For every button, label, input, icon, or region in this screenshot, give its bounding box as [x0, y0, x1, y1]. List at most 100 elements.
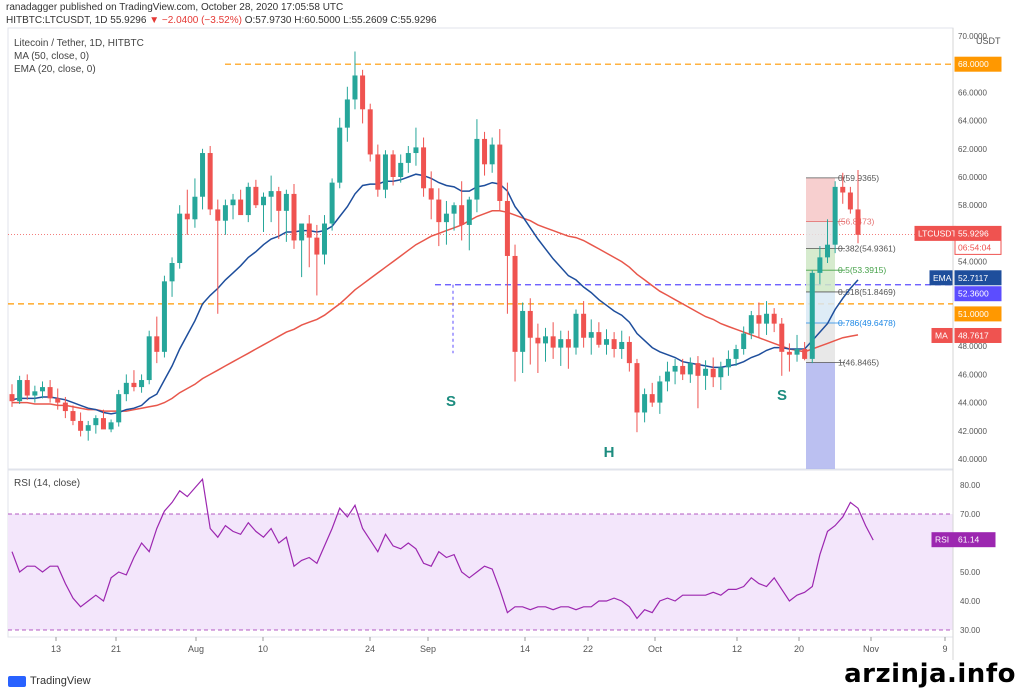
candle-body [62, 402, 68, 412]
tag-ema-value-text: 52.7117 [958, 273, 988, 283]
publish-line: ranadagger published on TradingView.com,… [6, 2, 344, 13]
pattern-label-0: S [446, 393, 456, 410]
candle-body [771, 313, 777, 324]
candle-body [466, 199, 472, 225]
candle-body [550, 336, 556, 348]
chart-header: ranadagger published on TradingView.com,… [6, 1, 437, 27]
candle-body [192, 196, 198, 220]
candle-body [230, 199, 236, 206]
y-tick-label: 42.0000 [958, 427, 987, 436]
candle-body [482, 138, 488, 165]
ohlc-values: O:57.9730 H:60.5000 L:55.2609 C:55.9296 [244, 15, 437, 26]
indicator-legend: Litecoin / Tether, 1D, HITBTC MA (50, cl… [14, 37, 144, 76]
candle-body [291, 193, 297, 241]
candle-body [428, 188, 434, 200]
candle-body [596, 332, 602, 345]
candle-body [825, 244, 831, 258]
candle-body [565, 339, 571, 348]
candle-body [222, 205, 228, 221]
candle-body [725, 358, 731, 368]
candle-body [741, 333, 747, 350]
candle-body [588, 332, 594, 338]
legend-ma[interactable]: MA (50, close, 0) [14, 51, 90, 62]
candle-body [108, 422, 114, 430]
tag-ma-value-box [954, 327, 1002, 343]
candle-body [200, 153, 206, 197]
candle-body [443, 213, 449, 223]
fib-level-label: 0.618(51.8469) [838, 287, 896, 297]
candle-body [512, 255, 518, 352]
candle-body [93, 418, 99, 426]
y-tick-label: 60.0000 [958, 173, 987, 182]
candle-body [489, 144, 495, 165]
y-tick-label: 54.0000 [958, 258, 987, 267]
tag-ema-label-box [929, 270, 953, 286]
tag-rsi-value-box [954, 532, 996, 548]
candle-body [527, 310, 533, 338]
candle-body [367, 109, 373, 155]
tradingview-logo[interactable]: TradingView [8, 675, 91, 687]
candle-body [360, 75, 366, 110]
x-tick-label: 13 [51, 644, 61, 654]
x-tick-label: 24 [365, 644, 375, 654]
candle-body [634, 363, 640, 413]
candle-body [154, 336, 160, 352]
candle-body [855, 209, 861, 235]
candle-body [802, 349, 808, 359]
candle-body [794, 349, 800, 355]
x-tick-label: 14 [520, 644, 530, 654]
candle-body [375, 154, 381, 190]
candle-body [680, 365, 686, 375]
rsi-tick-label: 50.00 [960, 568, 981, 577]
legend-title[interactable]: Litecoin / Tether, 1D, HITBTC [14, 38, 144, 49]
candle-body [672, 365, 678, 372]
candle-body [619, 341, 625, 350]
tag-countdown-text: 06:54:04 [958, 242, 991, 252]
candle-body [459, 205, 465, 225]
site-watermark: arzinja.info [844, 659, 1016, 689]
candle-body [314, 237, 320, 255]
rsi-line [11, 477, 874, 620]
candle-body [32, 391, 38, 396]
candle-body [352, 75, 358, 100]
rsi-legend[interactable]: RSI (14, close) [14, 478, 80, 489]
tag-neck-box [954, 286, 1002, 302]
x-tick-label: Sep [420, 644, 436, 654]
tradingview-brand: TradingView [30, 675, 91, 687]
currency-label: USDT [976, 36, 1001, 46]
pattern-label-1: H [604, 444, 615, 461]
fib-zone [806, 221, 835, 249]
candle-body [123, 382, 129, 395]
candle-body [245, 186, 251, 216]
candle-body [131, 382, 137, 388]
moving-averages [11, 173, 859, 415]
candle-body [649, 394, 655, 403]
tag-ma-label-box [931, 327, 953, 343]
x-tick-label: 12 [732, 644, 742, 654]
candle-body [779, 323, 785, 352]
candle-body [451, 205, 457, 214]
candle-body [405, 153, 411, 163]
tag-neck-text: 52.3600 [958, 289, 989, 299]
candle-body [413, 147, 419, 154]
rsi-tick-label: 70.00 [960, 510, 981, 519]
tag-ltc-value-text: 55.9296 [958, 228, 989, 238]
x-tick-label: 22 [583, 644, 593, 654]
fib-level-label: 0(59.9365) [838, 173, 879, 183]
x-tick-label: Oct [648, 644, 663, 654]
candle-body [535, 337, 541, 344]
fib-level-label: 1(46.8465) [838, 357, 879, 367]
candle-body [687, 363, 693, 375]
candle-body [573, 313, 579, 348]
candle-body [55, 398, 61, 403]
candle-body [398, 162, 404, 177]
change-text: ▼ −2.0400 (−3.52%) [149, 15, 242, 26]
legend-ema[interactable]: EMA (20, close, 0) [14, 64, 96, 75]
pattern-label-2: S [777, 387, 787, 404]
x-tick-label: Nov [863, 644, 880, 654]
fib-projection-zone [806, 362, 835, 469]
candle-body [817, 257, 823, 273]
x-tick-label: Aug [188, 644, 204, 654]
candle-body [543, 336, 549, 344]
